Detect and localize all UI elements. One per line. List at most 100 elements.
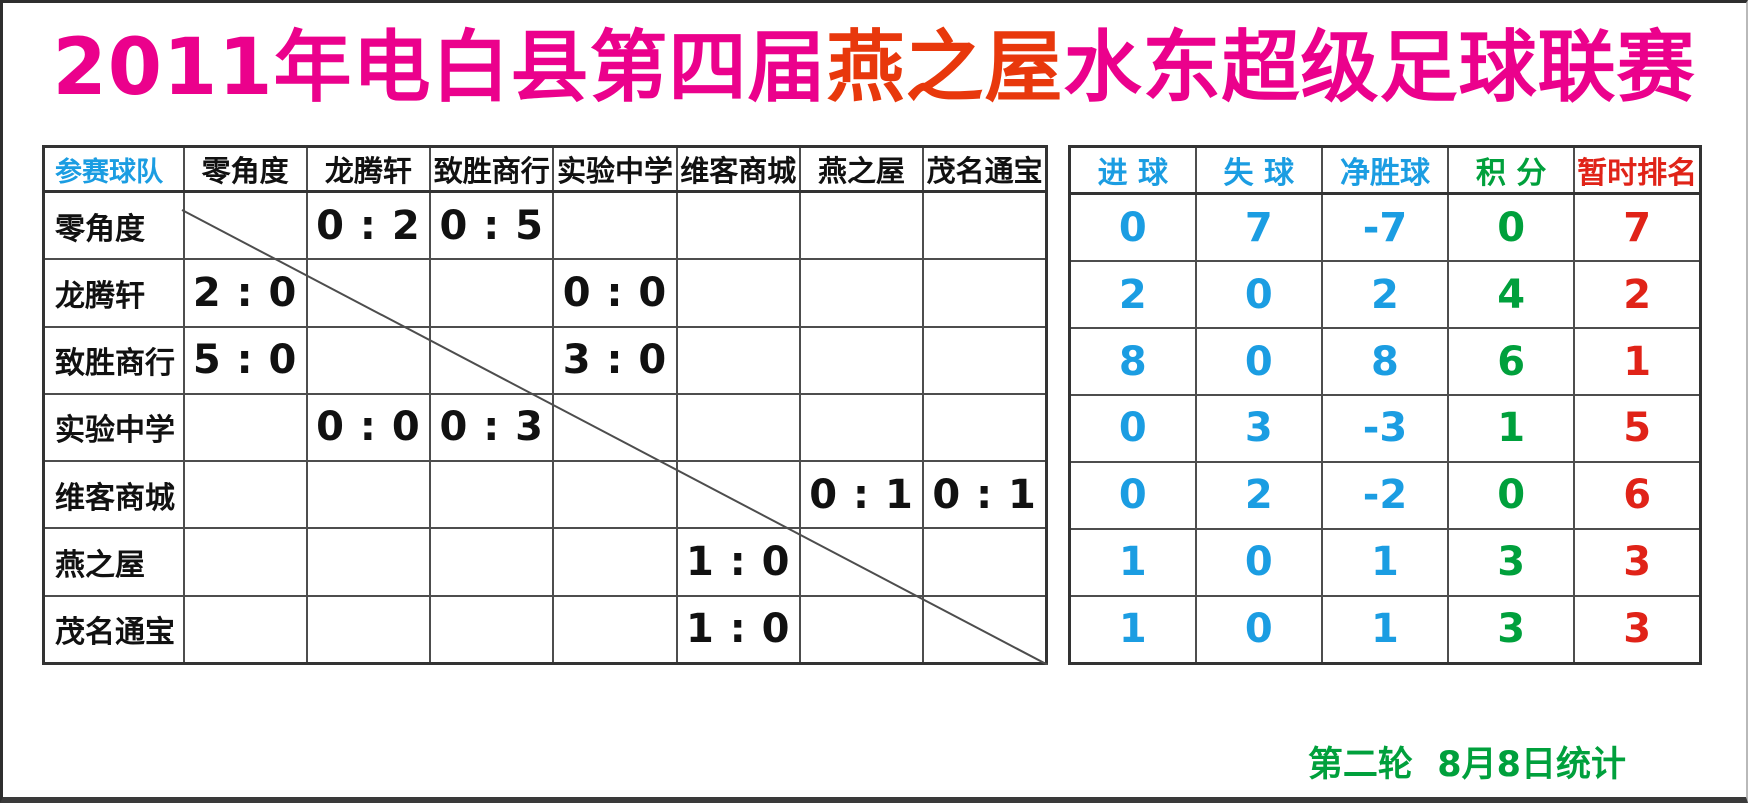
opponent-header-3: 致胜商行	[429, 145, 555, 193]
score-cell	[305, 460, 432, 530]
score-cell	[552, 527, 678, 597]
stats-header-3: 净胜球	[1320, 145, 1450, 195]
matrix-row-3: 致胜商行 5 : 0 3 : 0	[42, 325, 1048, 395]
stat-value: 0	[1447, 192, 1576, 263]
stat-value: 0	[1447, 460, 1576, 530]
score-cell	[305, 527, 432, 597]
score-cell	[798, 325, 925, 395]
stat-value: 8	[1320, 327, 1450, 397]
team-name: 燕之屋	[42, 527, 185, 597]
team-name: 实验中学	[42, 392, 185, 463]
corner-header: 参赛球队	[42, 145, 185, 193]
opponent-header-1: 零角度	[182, 145, 308, 193]
matrix-row-2: 龙腾轩 2 : 0 0 : 0	[42, 258, 1048, 328]
stat-value: 3	[1447, 527, 1576, 597]
score-cell	[675, 460, 801, 530]
stat-value: 6	[1573, 460, 1702, 530]
score-cell: 1 : 0	[675, 527, 801, 597]
stat-value: 6	[1447, 327, 1576, 397]
score-cell	[798, 392, 925, 463]
stats-header-2: 失 球	[1194, 145, 1323, 195]
stats-header-4: 积 分	[1447, 145, 1576, 195]
score-cell	[182, 392, 308, 463]
score-cell	[922, 527, 1048, 597]
stat-value: 7	[1573, 192, 1702, 263]
team-name: 龙腾轩	[42, 258, 185, 328]
score-cell	[675, 392, 801, 463]
stat-value: 0	[1194, 594, 1323, 665]
score-cell	[798, 258, 925, 328]
stat-value: 8	[1068, 327, 1197, 397]
standings-table: 进 球失 球净胜球积 分暂时排名 0 7 -7 0 7 2 0 2 4 2 8 0 8 6 1 0 3 -3 1 5 0…	[1068, 145, 1702, 665]
stats-header-row: 进 球失 球净胜球积 分暂时排名	[1068, 145, 1702, 195]
stat-value: 0	[1194, 527, 1323, 597]
score-cell	[552, 190, 678, 261]
stat-value: 0	[1068, 460, 1197, 530]
score-cell	[922, 258, 1048, 328]
round-date-note: 第二轮 8月8日统计	[1307, 745, 1626, 785]
score-cell: 0 : 3	[429, 392, 555, 463]
score-cell	[552, 594, 678, 665]
score-cell	[429, 258, 555, 328]
stat-value: -7	[1320, 192, 1450, 263]
opponent-header-6: 燕之屋	[798, 145, 925, 193]
stat-value: 7	[1194, 192, 1323, 263]
stat-value: 2	[1068, 260, 1197, 330]
score-cell	[182, 460, 308, 530]
score-cell	[675, 190, 801, 261]
stat-value: 2	[1320, 260, 1450, 330]
stat-value: 2	[1194, 460, 1323, 530]
stats-body: 0 7 -7 0 7 2 0 2 4 2 8 0 8 6 1 0 3 -3 1 5 0 2 -2 0 6 1 0 1 3 3 1 0 1 3 3	[1068, 192, 1702, 665]
stats-row-5: 0 2 -2 0 6	[1068, 460, 1702, 530]
score-cell: 0 : 1	[922, 460, 1048, 530]
team-name: 零角度	[42, 190, 185, 261]
stats-row-4: 0 3 -3 1 5	[1068, 394, 1702, 463]
stat-value: 0	[1068, 394, 1197, 463]
score-cell	[922, 190, 1048, 261]
opponent-header-7: 茂名通宝	[922, 145, 1048, 193]
score-cell	[182, 594, 308, 665]
title-brand-yanzhiwu: 燕之屋	[826, 23, 1064, 113]
stat-value: 5	[1573, 394, 1702, 463]
score-cell: 5 : 0	[182, 325, 308, 395]
score-cell	[922, 594, 1048, 665]
score-cell	[798, 527, 925, 597]
standings-table-wrap: 进 球失 球净胜球积 分暂时排名 0 7 -7 0 7 2 0 2 4 2 8 0 8 6 1 0 3 -3 1 5 0…	[1068, 145, 1702, 665]
matrix-row-6: 燕之屋 1 : 0	[42, 527, 1048, 597]
stat-value: 1	[1320, 527, 1450, 597]
stat-value: 0	[1194, 260, 1323, 330]
score-cell: 0 : 1	[798, 460, 925, 530]
score-cell: 1 : 0	[675, 594, 801, 665]
score-cell	[922, 392, 1048, 463]
team-name: 维客商城	[42, 460, 185, 530]
score-cell	[552, 392, 678, 463]
score-cell: 3 : 0	[552, 325, 678, 395]
score-cell	[305, 594, 432, 665]
score-cell	[429, 325, 555, 395]
title-suffix: 水东超级足球联赛	[1063, 23, 1696, 113]
stat-value: 1	[1573, 327, 1702, 397]
stat-value: 4	[1447, 260, 1576, 330]
stat-value: 1	[1320, 594, 1450, 665]
score-cell	[798, 594, 925, 665]
score-cell	[552, 460, 678, 530]
score-cell	[429, 527, 555, 597]
opponent-header-2: 龙腾轩	[305, 145, 432, 193]
score-cell	[182, 190, 308, 261]
score-cell: 0 : 2	[305, 190, 432, 261]
title-prefix: 2011年电白县第四届	[52, 23, 827, 113]
opponent-header-5: 维客商城	[675, 145, 801, 193]
score-cell	[675, 325, 801, 395]
matrix-header-row: 参赛球队 零角度 龙腾轩 致胜商行 实验中学 维客商城 燕之屋 茂名通宝	[42, 145, 1048, 193]
stat-value: 0	[1068, 192, 1197, 263]
